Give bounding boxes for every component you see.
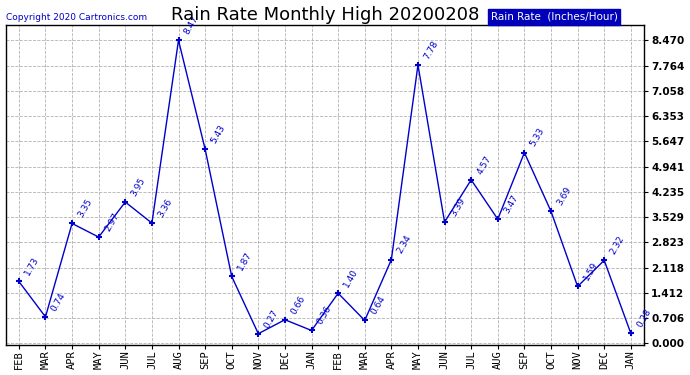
Text: 2.34: 2.34 — [395, 234, 413, 255]
Title: Rain Rate Monthly High 20200208: Rain Rate Monthly High 20200208 — [170, 6, 479, 24]
Text: 2.97: 2.97 — [103, 211, 121, 233]
Text: 3.36: 3.36 — [156, 197, 174, 219]
Text: 1.59: 1.59 — [582, 260, 600, 282]
Text: 0.27: 0.27 — [262, 308, 280, 330]
Text: 1.40: 1.40 — [342, 267, 360, 289]
Text: 0.28: 0.28 — [635, 308, 653, 329]
Text: 3.95: 3.95 — [130, 176, 147, 198]
Text: 0.74: 0.74 — [50, 291, 68, 313]
Text: 5.33: 5.33 — [529, 126, 546, 148]
Text: 2.32: 2.32 — [609, 234, 626, 256]
Text: Rain Rate  (Inches/Hour): Rain Rate (Inches/Hour) — [491, 12, 618, 22]
Text: 0.64: 0.64 — [369, 294, 386, 316]
Text: 5.43: 5.43 — [209, 123, 227, 145]
Text: 3.39: 3.39 — [448, 196, 466, 218]
Text: 3.69: 3.69 — [555, 185, 573, 207]
Text: 0.36: 0.36 — [316, 304, 333, 326]
Text: 1.73: 1.73 — [23, 255, 41, 277]
Text: 3.35: 3.35 — [76, 197, 94, 219]
Text: 7.78: 7.78 — [422, 39, 440, 61]
Text: 8.47: 8.47 — [183, 14, 201, 36]
Text: 3.47: 3.47 — [502, 193, 520, 215]
Text: 4.57: 4.57 — [475, 154, 493, 176]
Text: Copyright 2020 Cartronics.com: Copyright 2020 Cartronics.com — [6, 13, 147, 22]
Text: 0.66: 0.66 — [289, 294, 307, 316]
Text: 1.87: 1.87 — [236, 251, 254, 272]
